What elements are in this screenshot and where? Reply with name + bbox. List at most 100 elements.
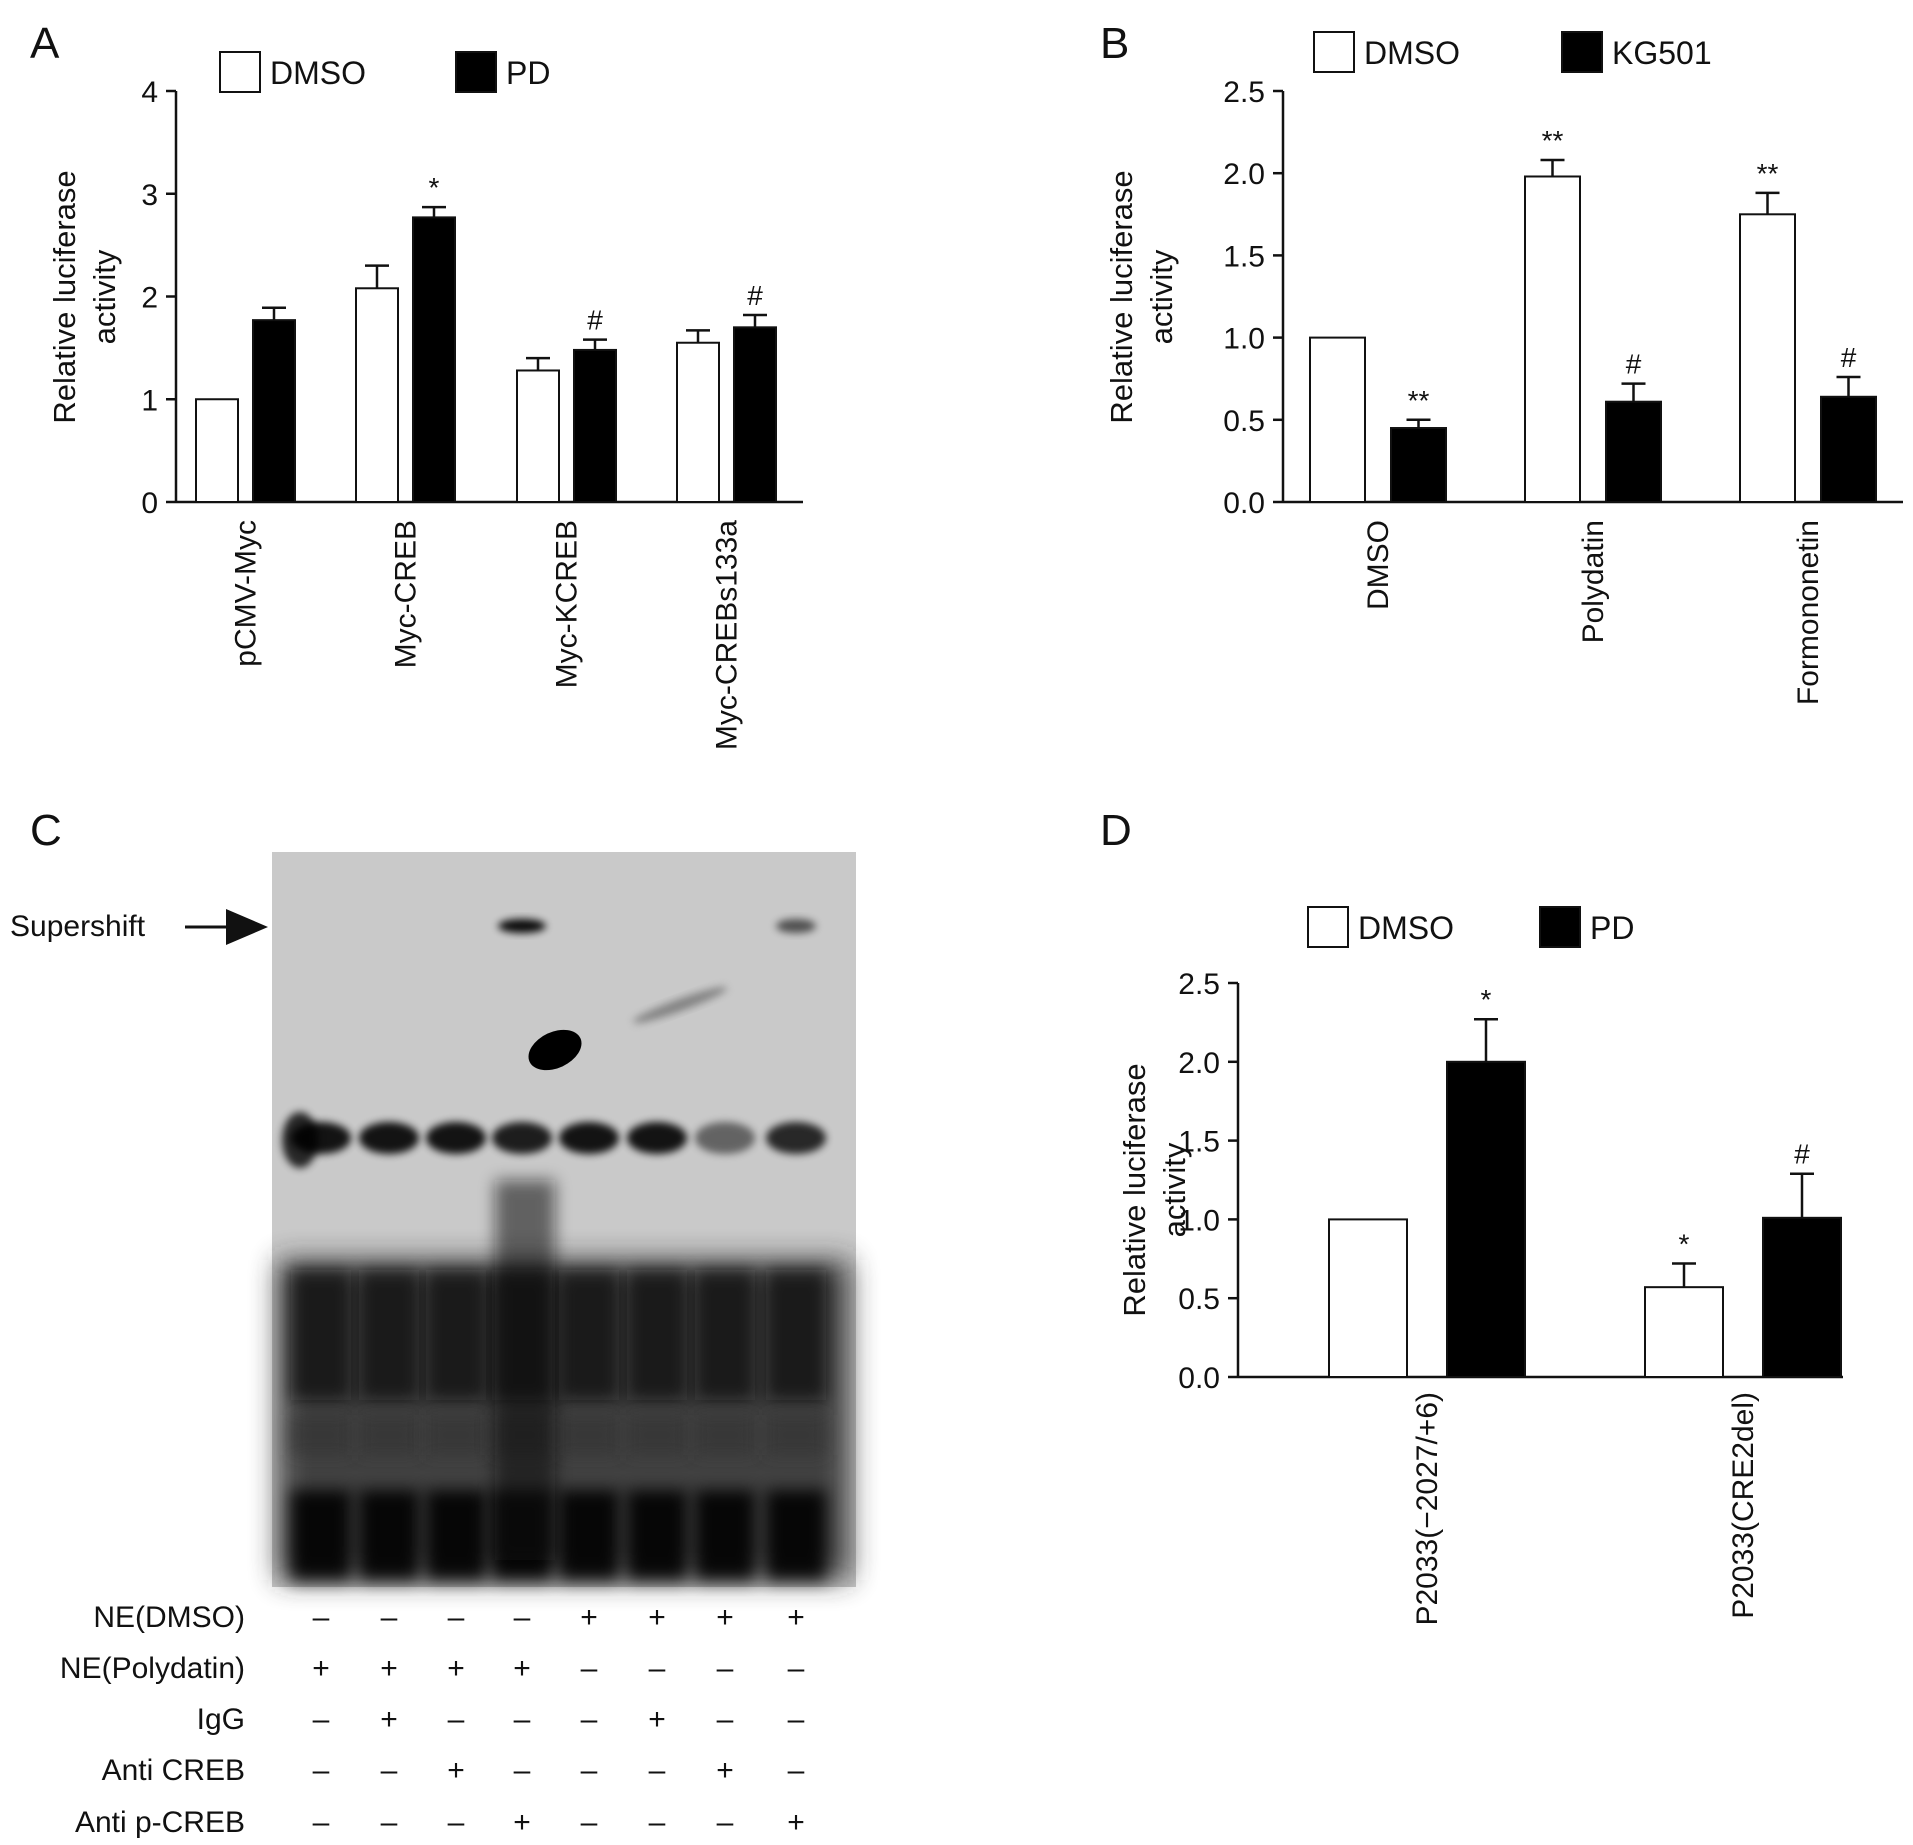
bar: [195, 398, 239, 503]
middle-band: [695, 1415, 755, 1455]
panel-c-letter: C: [30, 806, 62, 855]
lower-band: [291, 1270, 351, 1400]
specific-band: [766, 1122, 826, 1154]
category-label: P2033(CRE2del): [1727, 1392, 1760, 1619]
gel-sign: –: [448, 1703, 465, 1736]
y-tick-label: 2.5: [1223, 76, 1265, 109]
legend-label: DMSO: [1364, 35, 1460, 71]
gel-sign: –: [717, 1652, 734, 1685]
y-axis-label: activity: [1157, 1142, 1192, 1237]
category-label: Myc-CREB: [390, 520, 423, 668]
y-tick-label: 1.0: [1178, 1204, 1220, 1237]
significance-mark: *: [1679, 1229, 1690, 1260]
legend-label: PD: [506, 55, 550, 91]
legend-label: DMSO: [1358, 910, 1454, 946]
gel-sign: +: [787, 1806, 805, 1839]
gel-sign: +: [380, 1703, 398, 1736]
gel-sign: –: [381, 1601, 398, 1634]
gel-sign: –: [313, 1754, 330, 1787]
middle-band: [359, 1415, 419, 1455]
gel-sign: –: [514, 1754, 531, 1787]
gel-sign: –: [313, 1806, 330, 1839]
gel-row-label: Anti CREB: [102, 1754, 245, 1787]
gel-row-label: IgG: [197, 1703, 245, 1736]
supershift-band: [498, 919, 546, 933]
bar: [573, 348, 617, 503]
specific-band: [492, 1122, 552, 1154]
lower-band: [695, 1270, 755, 1400]
gel-sign: +: [380, 1652, 398, 1685]
gel-condition-table: NE(DMSO) – – – – + + + + NE(Polydatin) + + + + – – – – IgG…: [60, 1601, 805, 1839]
gel-sign: +: [447, 1652, 465, 1685]
free-probe-band: [291, 1490, 351, 1580]
gel-sign: –: [649, 1806, 666, 1839]
middle-band: [766, 1415, 826, 1455]
category-label: DMSO: [1362, 520, 1395, 610]
bar: [1739, 213, 1796, 504]
free-probe-band: [766, 1490, 826, 1580]
y-tick-label: 0.5: [1223, 405, 1265, 438]
category-label: pCMV-Myc: [230, 520, 263, 667]
y-tick-label: 1.5: [1223, 240, 1265, 273]
y-tick-label: 2.0: [1178, 1047, 1220, 1080]
free-probe-band: [359, 1490, 419, 1580]
bar: [733, 326, 777, 504]
legend-label: PD: [1590, 910, 1634, 946]
gel-sign: –: [581, 1703, 598, 1736]
legend-swatch: [455, 51, 497, 93]
significance-mark: *: [1481, 984, 1492, 1015]
gel-sign: –: [717, 1703, 734, 1736]
chart-d: 0.0 0.5 1.0 1.5 2.0 2.5 Relative luciferase act…: [1117, 906, 1843, 1626]
gel-row-label: NE(DMSO): [93, 1601, 245, 1634]
significance-mark: **: [1757, 158, 1779, 189]
gel-sign: +: [447, 1754, 465, 1787]
free-probe-band: [559, 1490, 619, 1580]
gel-sign: –: [313, 1601, 330, 1634]
legend-swatch: [1313, 31, 1355, 73]
legend-swatch: [1539, 906, 1581, 948]
y-axis-label: Relative luciferase: [1104, 170, 1139, 423]
gel-sign: –: [649, 1754, 666, 1787]
significance-mark: **: [1408, 385, 1430, 416]
category-label: Myc-CREBs133a: [711, 520, 744, 750]
y-tick-label: 1.0: [1223, 323, 1265, 356]
lower-band: [766, 1270, 826, 1400]
middle-band: [426, 1415, 486, 1455]
gel-row-label: NE(Polydatin): [60, 1652, 245, 1685]
y-axis-label: Relative luciferase: [1117, 1063, 1152, 1316]
supershift-band: [776, 919, 816, 933]
gel-marks: [278, 919, 850, 1580]
bar: [516, 369, 560, 504]
bar: [1762, 1216, 1842, 1378]
significance-mark: #: [1794, 1139, 1810, 1170]
y-tick-label: 2.0: [1223, 158, 1265, 191]
gel-sign: +: [580, 1601, 598, 1634]
free-probe-band: [627, 1490, 687, 1580]
y-axis-label: activity: [1144, 249, 1179, 344]
gel-sign: +: [716, 1601, 734, 1634]
significance-mark: #: [1841, 342, 1857, 373]
gel-sign: –: [448, 1601, 465, 1634]
y-axis-label: activity: [87, 249, 122, 344]
gel-sign: –: [717, 1806, 734, 1839]
middle-band: [291, 1415, 351, 1455]
panel-d-letter: D: [1100, 806, 1132, 855]
bar: [355, 287, 399, 503]
bar: [1820, 395, 1877, 503]
free-probe-band: [695, 1490, 755, 1580]
y-axis-label: Relative luciferase: [47, 170, 82, 423]
category-label: Polydatin: [1577, 520, 1610, 643]
gel-sign: +: [513, 1652, 531, 1685]
gel-sign: –: [381, 1806, 398, 1839]
middle-band: [559, 1415, 619, 1455]
y-tick-label: 1.5: [1178, 1126, 1220, 1159]
significance-mark: #: [587, 305, 603, 336]
bar: [1390, 427, 1447, 503]
gel-sign: –: [788, 1703, 805, 1736]
bar: [1446, 1060, 1526, 1379]
y-tick-label: 1: [141, 384, 158, 417]
bar: [1524, 175, 1581, 503]
specific-band: [559, 1122, 619, 1154]
gel-sign: –: [581, 1652, 598, 1685]
